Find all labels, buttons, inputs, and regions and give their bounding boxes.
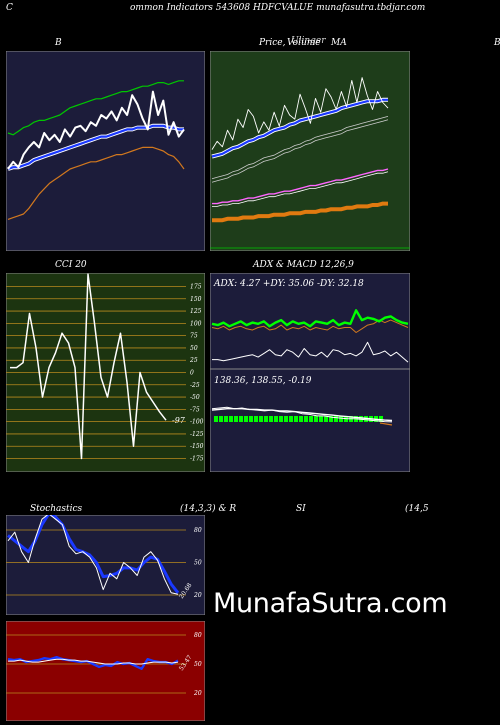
adx-macd-chart: ADX: 4.27 +DY: 35.06 -DY: 32.18 138.36, … [210, 273, 410, 472]
header-letter: C [6, 3, 13, 13]
cci-line [10, 273, 167, 460]
rsi-tick-label: 50 [194, 661, 202, 668]
rsi-ma-line [8, 658, 179, 665]
cci-tick-label: -175 [190, 456, 204, 463]
macd-histogram-bar [244, 416, 248, 422]
right-cut-title: B [494, 38, 500, 48]
cci-tick-label: 75 [190, 333, 198, 340]
bollinger-chart [6, 51, 205, 251]
macd-histogram-bar [279, 416, 283, 422]
cci-tick-label: -25 [190, 382, 200, 389]
cci-tick-label: 175 [190, 284, 202, 291]
price-title-b: Volume [287, 38, 321, 48]
price-ma-long [212, 201, 388, 223]
cci-value-label: -97 [172, 416, 186, 425]
boll-mid-band [7, 124, 184, 171]
cci-tick-label: 125 [190, 308, 202, 315]
cci-chart: 175 150 125 100 75 50 25 0 -25 -50 -75 -100 -125 -150… [6, 273, 205, 472]
macd-histogram-bar [269, 416, 273, 422]
price-ma-mid [211, 116, 389, 180]
macd-histogram-bar [329, 416, 333, 422]
minus-dy-line [211, 319, 409, 333]
price-title-c: MA [331, 38, 347, 48]
macd-histogram-bar [304, 416, 308, 422]
macd-histogram-bar [309, 416, 313, 422]
macd-signal-line [211, 407, 393, 422]
price-ma-slow-shadow [212, 171, 389, 207]
macd-histogram-bar [324, 416, 328, 422]
stochastics-params: (14,3,3) & R [180, 504, 237, 514]
price-title-a: Price, [259, 38, 286, 48]
macd-histogram-bar [319, 416, 323, 422]
cci-tick-label: -100 [190, 419, 204, 426]
cci-tick-label: -125 [190, 431, 204, 438]
cci-tick-label: -150 [190, 443, 204, 450]
macd-histogram-bar [289, 416, 293, 422]
macd-histogram-bar [254, 416, 258, 422]
macd-histogram-bar [224, 416, 228, 422]
boll-lower-band [7, 146, 185, 220]
macd-histogram-bar [229, 416, 233, 422]
macd-histogram-bar [239, 416, 243, 422]
rsi-params: (14,5 [405, 504, 429, 514]
plus-dy-line [211, 309, 409, 328]
stoch-k-line [7, 515, 179, 595]
boll-upper-band [7, 80, 184, 136]
cci-tick-label: 150 [190, 296, 202, 303]
rsi-line [7, 656, 179, 670]
price-ma-slow [212, 168, 389, 205]
price-ma-mid-2 [211, 119, 389, 183]
macd-histogram-bar [334, 416, 338, 422]
macd-histogram-bar [299, 416, 303, 422]
macd-histogram-bar [214, 416, 218, 422]
macd-signal-tail [379, 422, 393, 426]
boll-price-line [7, 90, 185, 170]
cci-tick-label: -50 [190, 394, 200, 401]
macd-line [211, 406, 393, 423]
macd-readout: 138.36, 138.55, -0.19 [214, 376, 312, 386]
macd-histogram-bar [284, 416, 288, 422]
rsi-tick-label: 20 [193, 690, 202, 697]
stoch-tick-label: 20 [193, 592, 202, 599]
adx-readout: ADX: 4.27 +DY: 35.06 -DY: 32.18 [213, 279, 364, 289]
page-title: ommon Indicators 543608 HDFCVALUE munafa… [130, 3, 426, 13]
macd-histogram-bar [339, 416, 343, 422]
bollinger-title: B [55, 38, 62, 48]
cci-tick-label: 25 [189, 357, 198, 364]
macd-histogram-bar [314, 416, 318, 422]
price-line [211, 77, 389, 150]
adx-macd-title: ADX & MACD 12,26,9 [253, 260, 354, 270]
macd-histogram-bar [259, 416, 263, 422]
stoch-d-line [7, 515, 180, 594]
brand-watermark: MunafaSutra.com [213, 588, 448, 619]
cci-tick-label: 0 [190, 370, 194, 377]
macd-histogram-bar [234, 416, 238, 422]
price-ma-fast [211, 98, 388, 158]
cci-tick-label: -75 [190, 406, 200, 413]
adx-line [212, 341, 409, 363]
macd-histogram-bar [249, 416, 253, 422]
cci-tick-label: 50 [190, 345, 198, 352]
rsi-title: SI [296, 504, 306, 514]
macd-histogram-bar [379, 416, 383, 422]
price-chart [210, 51, 410, 251]
stoch-tick-label: 80 [194, 527, 202, 534]
rsi-tick-label: 80 [194, 632, 202, 639]
cci-tick-label: 100 [190, 320, 202, 327]
price-title-overlap: Ulinger [291, 36, 326, 46]
macd-histogram-bar [219, 416, 223, 422]
cci-title: CCI 20 [55, 260, 87, 270]
macd-histogram-bar [274, 416, 278, 422]
stochastics-title: Stochastics [30, 504, 83, 514]
macd-histogram-bar [294, 416, 298, 422]
stoch-tick-label: 50 [194, 560, 202, 567]
macd-histogram-bar [264, 416, 268, 422]
